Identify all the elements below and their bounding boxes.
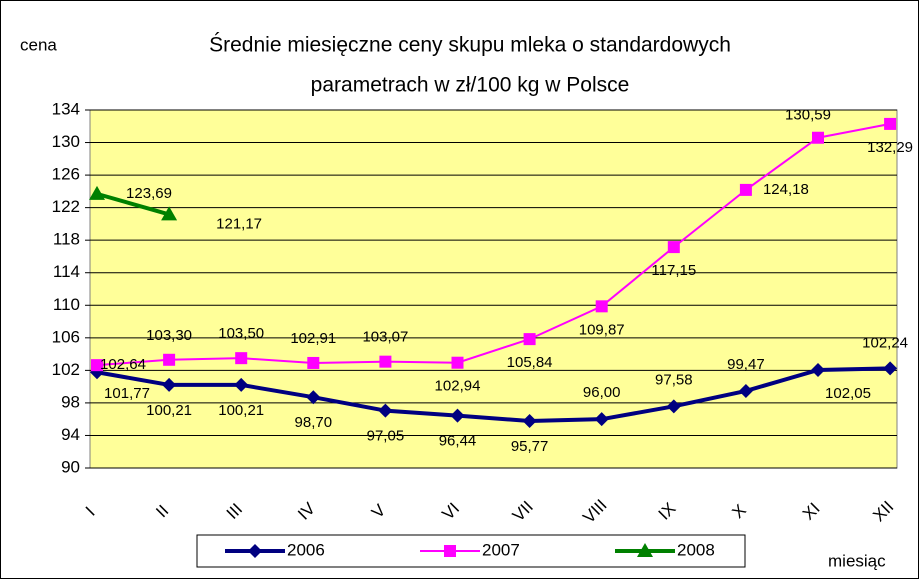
marker — [637, 543, 653, 557]
marker — [667, 241, 680, 254]
data-label: 102,94 — [435, 378, 481, 395]
data-label: 97,58 — [655, 371, 693, 388]
marker — [234, 377, 249, 392]
x-axis-label: miesiąc — [828, 551, 886, 570]
marker — [161, 206, 178, 221]
legend-label: 2006 — [287, 540, 325, 559]
data-label: 99,47 — [727, 356, 765, 373]
marker — [444, 545, 456, 557]
chart-subtitle: parametrach w zł/100 kg w Polsce — [311, 74, 630, 97]
marker — [450, 408, 465, 423]
data-label: 117,15 — [651, 262, 696, 279]
marker — [89, 185, 105, 200]
marker — [595, 300, 608, 313]
marker — [739, 183, 752, 196]
marker — [594, 412, 609, 427]
y-tick-label: 118 — [53, 230, 80, 249]
y-tick-label: 134 — [52, 99, 80, 118]
data-label: 96,00 — [583, 384, 621, 401]
marker — [812, 131, 824, 144]
series-line — [96, 122, 891, 367]
data-label: 102,91 — [290, 330, 336, 347]
marker — [306, 390, 321, 405]
chart-title: Średnie miesięczne ceny skupu mleka o st… — [209, 33, 731, 57]
y-tick-label: 106 — [52, 327, 80, 346]
y-tick-label: 98 — [61, 392, 80, 411]
marker — [883, 361, 898, 376]
data-label: 103,30 — [146, 327, 192, 344]
data-label: 102,05 — [825, 385, 871, 402]
y-tick-label: 122 — [52, 197, 80, 216]
y-tick-label: 102 — [52, 360, 80, 379]
data-label: 130,59 — [785, 107, 831, 124]
marker — [666, 399, 681, 414]
marker — [163, 353, 176, 366]
data-label: 132,29 — [867, 139, 913, 156]
data-label: 124,18 — [763, 181, 809, 198]
marker — [235, 352, 248, 365]
data-label: 98,70 — [295, 414, 333, 431]
data-label: 102,24 — [862, 334, 908, 351]
marker — [522, 414, 537, 429]
y-tick-label: 130 — [52, 132, 80, 151]
data-label: 100,21 — [146, 402, 192, 419]
plot-area — [89, 109, 898, 469]
data-label: 95,77 — [511, 438, 549, 455]
data-label: 123,69 — [126, 185, 172, 202]
y-tick-label: 126 — [52, 165, 80, 184]
marker — [379, 355, 392, 368]
data-label: 97,05 — [367, 428, 405, 445]
data-label: 96,44 — [439, 433, 477, 450]
legend-label: 2007 — [482, 540, 520, 559]
y-axis-label: cena — [20, 35, 57, 54]
data-label: 103,50 — [218, 325, 264, 342]
legend-label: 2008 — [677, 540, 715, 559]
marker — [811, 362, 825, 377]
data-label: 109,87 — [579, 321, 625, 338]
marker — [162, 377, 177, 392]
data-label: 103,07 — [362, 329, 408, 346]
marker — [451, 356, 464, 369]
y-tick-label: 90 — [61, 457, 80, 476]
data-label: 105,84 — [507, 354, 553, 371]
marker — [307, 356, 320, 369]
series-line — [96, 366, 891, 424]
marker — [248, 544, 262, 558]
y-tick-label: 94 — [61, 425, 80, 444]
data-label: 121,17 — [216, 215, 262, 232]
y-tick-label: 110 — [53, 295, 80, 314]
marker — [884, 117, 897, 130]
marker — [91, 359, 103, 372]
y-tick-label: 114 — [53, 262, 80, 281]
series-line — [96, 191, 170, 217]
data-label: 100,21 — [218, 402, 264, 419]
marker — [738, 383, 753, 398]
data-label: 102,64 — [100, 356, 146, 373]
data-label: 101,77 — [104, 385, 150, 402]
marker — [523, 333, 536, 346]
marker — [378, 403, 393, 418]
